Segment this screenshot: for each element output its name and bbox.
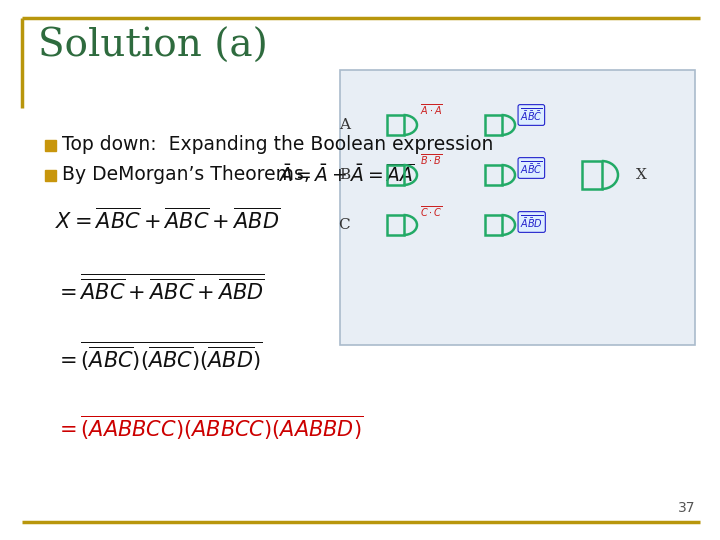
Text: $\overline{B \cdot B}$: $\overline{B \cdot B}$	[420, 153, 442, 167]
Text: X: X	[636, 168, 647, 182]
Text: $\overline{A\bar{B}\bar{C}}$: $\overline{A\bar{B}\bar{C}}$	[520, 160, 543, 177]
Text: Solution (a): Solution (a)	[38, 28, 268, 65]
Text: C: C	[338, 218, 350, 232]
Text: $\overline{C \cdot C}$: $\overline{C \cdot C}$	[420, 205, 443, 219]
Text: $= \overline{(\mathit{AABBCC})(\mathit{ABBCC})(\mathit{AABBD})}$: $= \overline{(\mathit{AABBCC})(\mathit{A…	[55, 414, 363, 442]
Text: $\overline{\bar{A}\bar{B}\bar{C}}$: $\overline{\bar{A}\bar{B}\bar{C}}$	[520, 106, 543, 124]
Bar	[45, 170, 56, 180]
Text: $\bar{A} = \bar{A} + \bar{A} = \overline{AA}$: $\bar{A} = \bar{A} + \bar{A} = \overline…	[278, 164, 414, 186]
Text: A: A	[339, 118, 350, 132]
Text: $\overline{\bar{A}\bar{B}D}$: $\overline{\bar{A}\bar{B}D}$	[520, 214, 544, 231]
Text: $= \overline{(\overline{ABC})(\overline{ABC})(\overline{ABD})}$: $= \overline{(\overline{ABC})(\overline{…	[55, 339, 263, 373]
Bar	[340, 70, 695, 345]
Bar	[485, 115, 502, 135]
Bar	[45, 139, 56, 151]
Text: Top down:  Expanding the Boolean expression: Top down: Expanding the Boolean expressi…	[62, 136, 493, 154]
Bar	[485, 215, 502, 235]
Bar	[387, 165, 403, 185]
Bar	[485, 165, 502, 185]
Text: 37: 37	[678, 501, 695, 515]
Text: By DeMorgan’s Theorems,: By DeMorgan’s Theorems,	[62, 165, 310, 185]
Text: $\overline{A \cdot A}$: $\overline{A \cdot A}$	[420, 103, 443, 117]
Bar	[582, 161, 602, 189]
Bar	[387, 215, 403, 235]
Text: $X = \overline{ABC} + \overline{ABC} + \overline{ABD}$: $X = \overline{ABC} + \overline{ABC} + \…	[55, 207, 280, 233]
Text: B: B	[339, 168, 350, 182]
Bar	[387, 115, 403, 135]
Text: $= \overline{\overline{ABC} + \overline{ABC} + \overline{ABD}}$: $= \overline{\overline{ABC} + \overline{…	[55, 273, 265, 303]
